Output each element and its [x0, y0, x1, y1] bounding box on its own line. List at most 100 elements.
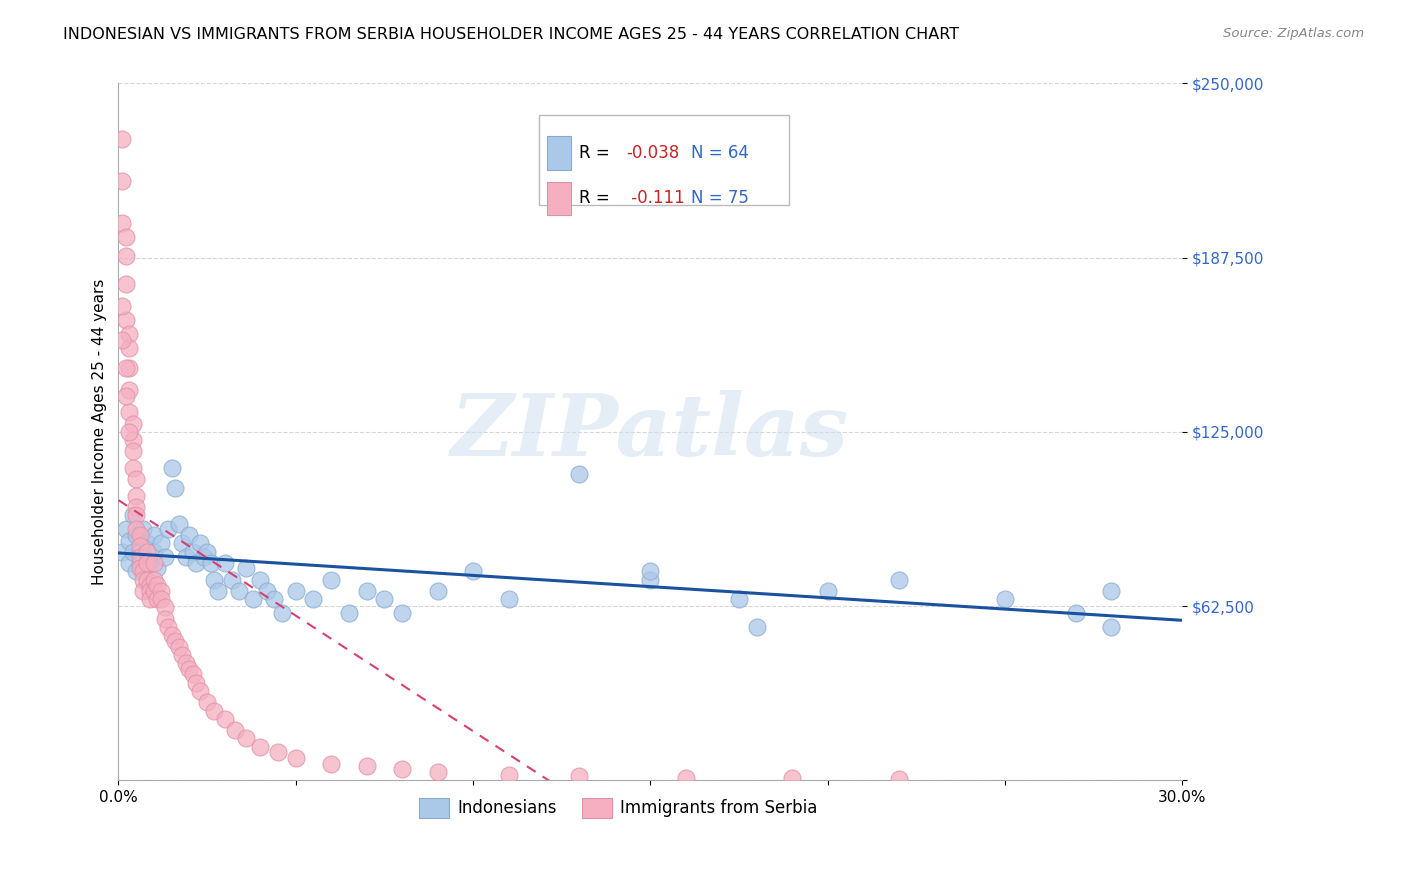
Point: [160, 628, 183, 642]
Text: ZIPatlas: ZIPatlas: [451, 390, 849, 474]
Point: [135, 573, 157, 587]
Point: [179, 662, 201, 676]
Point: [146, 578, 169, 592]
Point: [125, 508, 148, 523]
Point: [302, 592, 325, 607]
Point: [121, 444, 143, 458]
Point: [640, 564, 662, 578]
Point: [426, 764, 449, 779]
Point: [118, 383, 141, 397]
Point: [270, 606, 292, 620]
Point: [111, 333, 134, 347]
Point: [780, 771, 803, 785]
Point: [142, 556, 165, 570]
Point: [256, 583, 278, 598]
Text: -0.111: -0.111: [626, 189, 685, 208]
Point: [125, 500, 148, 515]
Point: [391, 762, 413, 776]
Point: [337, 606, 360, 620]
Point: [118, 533, 141, 548]
Point: [150, 536, 173, 550]
Point: [132, 564, 155, 578]
Point: [142, 528, 165, 542]
Point: [249, 573, 271, 587]
Point: [391, 606, 413, 620]
Point: [1099, 620, 1122, 634]
Text: N = 64: N = 64: [690, 145, 749, 162]
FancyBboxPatch shape: [538, 115, 789, 205]
Point: [111, 174, 134, 188]
Point: [249, 739, 271, 754]
Point: [118, 327, 141, 342]
Point: [186, 675, 208, 690]
Point: [118, 341, 141, 355]
Point: [128, 528, 150, 542]
Point: [242, 592, 264, 607]
Point: [284, 583, 307, 598]
Point: [214, 556, 236, 570]
Text: N = 75: N = 75: [690, 189, 749, 208]
Point: [135, 536, 157, 550]
Point: [132, 523, 155, 537]
Point: [165, 634, 187, 648]
Point: [114, 360, 136, 375]
Point: [214, 712, 236, 726]
Point: [146, 592, 169, 607]
Point: [118, 405, 141, 419]
Point: [125, 564, 148, 578]
Point: [188, 536, 211, 550]
Point: [114, 313, 136, 327]
Point: [125, 523, 148, 537]
Point: [121, 461, 143, 475]
Point: [146, 561, 169, 575]
Point: [165, 481, 187, 495]
Point: [202, 704, 225, 718]
Point: [195, 545, 218, 559]
Point: [675, 771, 697, 785]
Legend: Indonesians, Immigrants from Serbia: Indonesians, Immigrants from Serbia: [412, 791, 824, 824]
Point: [160, 461, 183, 475]
Text: INDONESIAN VS IMMIGRANTS FROM SERBIA HOUSEHOLDER INCOME AGES 25 - 44 YEARS CORRE: INDONESIAN VS IMMIGRANTS FROM SERBIA HOU…: [63, 27, 959, 42]
Point: [188, 684, 211, 698]
Point: [142, 573, 165, 587]
Point: [994, 592, 1017, 607]
Point: [157, 523, 180, 537]
Point: [142, 583, 165, 598]
Point: [142, 545, 165, 559]
Point: [128, 550, 150, 565]
Point: [139, 583, 162, 598]
Point: [128, 556, 150, 570]
Point: [167, 516, 190, 531]
Point: [221, 573, 243, 587]
Point: [235, 561, 257, 575]
Point: [135, 545, 157, 559]
Point: [817, 583, 839, 598]
Y-axis label: Householder Income Ages 25 - 44 years: Householder Income Ages 25 - 44 years: [93, 278, 107, 585]
Point: [135, 556, 157, 570]
Point: [356, 583, 378, 598]
Point: [128, 545, 150, 559]
Point: [373, 592, 395, 607]
Point: [321, 573, 343, 587]
Point: [111, 132, 134, 146]
Point: [174, 657, 197, 671]
Point: [186, 556, 208, 570]
Point: [125, 528, 148, 542]
Point: [153, 550, 176, 565]
Point: [121, 545, 143, 559]
Point: [195, 695, 218, 709]
Point: [114, 249, 136, 263]
Point: [139, 592, 162, 607]
Point: [1099, 583, 1122, 598]
Point: [114, 277, 136, 292]
Point: [114, 229, 136, 244]
Point: [224, 723, 246, 738]
Point: [121, 508, 143, 523]
Point: [114, 389, 136, 403]
Point: [263, 592, 285, 607]
Point: [174, 550, 197, 565]
Point: [356, 759, 378, 773]
Point: [118, 425, 141, 439]
Text: R =: R =: [579, 189, 614, 208]
Bar: [547, 182, 571, 215]
